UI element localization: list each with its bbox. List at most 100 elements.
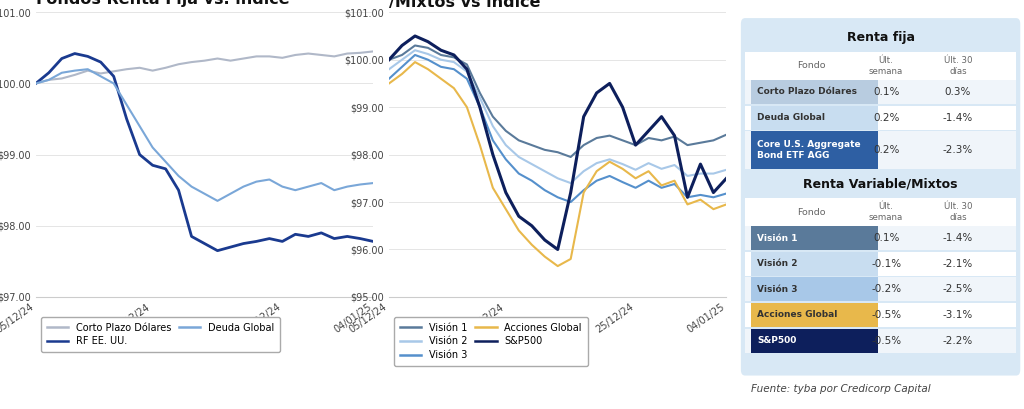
Deuda Global (263, 177, 275, 182)
Acciones Global (513, 228, 525, 233)
Acciones Global (616, 166, 629, 171)
Visión 2 (422, 52, 434, 56)
Visión 1 (603, 133, 615, 138)
Bar (751, 80, 878, 104)
Deuda Global (341, 184, 353, 189)
Visión 1 (447, 55, 460, 60)
Text: Renta fija: Renta fija (847, 31, 914, 45)
Visión 2 (630, 167, 642, 172)
Visión 2 (578, 169, 590, 174)
Deuda Global (160, 159, 172, 164)
Visión 1 (500, 128, 512, 133)
Visión 1 (708, 138, 720, 143)
S&P500 (655, 114, 668, 119)
Visión 2 (435, 57, 447, 62)
Corto Plazo Dólares (30, 81, 42, 86)
Deuda Global (328, 188, 340, 193)
Visión 3 (616, 180, 629, 184)
Acciones Global (669, 178, 681, 183)
S&P500 (474, 105, 486, 110)
Visión 3 (630, 185, 642, 190)
Legend: Visión 1, Visión 2, Visión 3, Acciones Global, S&P500: Visión 1, Visión 2, Visión 3, Acciones G… (394, 317, 588, 366)
Visión 2 (513, 155, 525, 160)
Deuda Global (94, 74, 106, 79)
Visión 2 (591, 161, 603, 166)
Deuda Global (185, 184, 198, 189)
Visión 2 (694, 171, 707, 176)
RF EE. UU. (108, 74, 120, 79)
Visión 2 (708, 171, 720, 176)
Visión 3 (461, 76, 473, 81)
Line: Corto Plazo Dólares: Corto Plazo Dólares (36, 52, 373, 83)
S&P500 (708, 190, 720, 195)
Visión 3 (435, 64, 447, 69)
Corto Plazo Dólares (146, 68, 159, 73)
Visión 2 (409, 48, 421, 53)
Deuda Global (250, 179, 262, 184)
Acciones Global (681, 202, 693, 207)
Line: Visión 1: Visión 1 (389, 45, 726, 157)
S&P500 (603, 81, 615, 86)
Visión 2 (525, 162, 538, 166)
Bar (745, 106, 1016, 130)
Visión 2 (486, 124, 499, 128)
Line: RF EE. UU.: RF EE. UU. (36, 54, 373, 251)
Deuda Global (238, 184, 250, 189)
Visión 3 (447, 67, 460, 72)
Acciones Global (447, 86, 460, 91)
Visión 1 (591, 135, 603, 140)
Text: 0.1%: 0.1% (872, 87, 899, 97)
Text: Últ.
semana: Últ. semana (869, 56, 903, 76)
RF EE. UU. (302, 234, 314, 239)
Text: Fuente: tyba por Credicorp Capital: Fuente: tyba por Credicorp Capital (751, 384, 930, 394)
Corto Plazo Dólares (263, 54, 275, 59)
Bar (751, 277, 878, 301)
RF EE. UU. (94, 60, 106, 65)
RF EE. UU. (43, 70, 55, 75)
Visión 2 (642, 161, 654, 166)
Text: Visión 2: Visión 2 (758, 259, 798, 268)
RF EE. UU. (82, 54, 94, 59)
Corto Plazo Dólares (315, 52, 328, 57)
Visión 1 (539, 147, 551, 152)
S&P500 (564, 190, 577, 195)
Visión 3 (578, 188, 590, 193)
Text: -2.5%: -2.5% (943, 284, 973, 294)
Deuda Global (302, 184, 314, 189)
Bar (745, 226, 1016, 250)
Visión 1 (461, 62, 473, 67)
S&P500 (422, 39, 434, 44)
Line: Acciones Global: Acciones Global (389, 62, 726, 266)
Acciones Global (694, 197, 707, 202)
Text: Acciones Global: Acciones Global (758, 310, 838, 319)
Visión 3 (669, 182, 681, 187)
Deuda Global (55, 70, 68, 75)
Visión 1 (422, 45, 434, 50)
Corto Plazo Dólares (55, 76, 68, 81)
Visión 2 (655, 166, 668, 171)
S&P500 (630, 143, 642, 148)
Visión 3 (513, 171, 525, 176)
Corto Plazo Dólares (185, 60, 198, 65)
Deuda Global (354, 182, 367, 187)
Text: Últ. 30
días: Últ. 30 días (944, 56, 972, 76)
RF EE. UU. (250, 239, 262, 244)
Visión 2 (539, 169, 551, 174)
Bar (745, 24, 1016, 52)
Corto Plazo Dólares (121, 67, 133, 72)
Deuda Global (289, 188, 301, 193)
Visión 1 (409, 43, 421, 48)
Text: Core U.S. Aggregate
Bond ETF AGG: Core U.S. Aggregate Bond ETF AGG (758, 140, 861, 160)
S&P500 (552, 247, 564, 252)
S&P500 (513, 214, 525, 219)
Deuda Global (146, 145, 159, 150)
Deuda Global (224, 191, 237, 196)
Corto Plazo Dólares (238, 56, 250, 61)
S&P500 (642, 128, 654, 133)
Visión 1 (694, 140, 707, 145)
Visión 2 (564, 181, 577, 186)
RF EE. UU. (69, 51, 81, 56)
S&P500 (616, 105, 629, 110)
Text: Renta Variable/Mixtos: Renta Variable/Mixtos (803, 178, 957, 191)
Text: -0.5%: -0.5% (871, 310, 901, 320)
